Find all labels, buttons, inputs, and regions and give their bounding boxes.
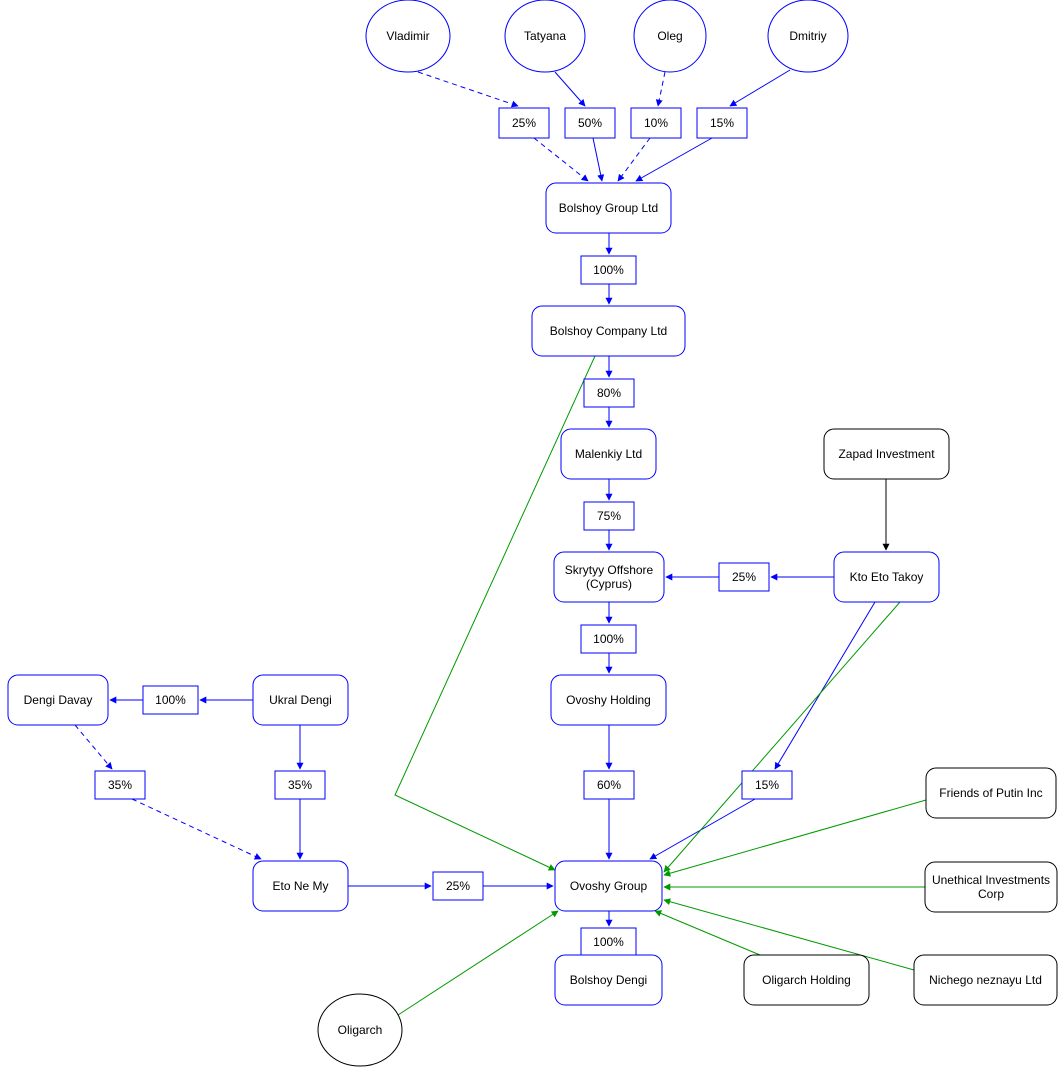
node-label-ovoshy_holding: Ovoshy Holding: [566, 693, 651, 707]
node-label-oleg: Oleg: [657, 29, 682, 43]
pct-label-p50: 50%: [578, 116, 602, 130]
edge-oligarch_holding-to-ovoshy_group: [655, 911, 760, 955]
edge-friends_putin-to-ovoshy_group: [664, 800, 926, 875]
edge-tatyana-to-p50: [555, 72, 585, 106]
pct-label-p25a: 25%: [512, 116, 536, 130]
edge-oligarch-to-ovoshy_group: [398, 911, 558, 1015]
pct-label-p25b: 25%: [732, 570, 756, 584]
node-label-vladimir: Vladimir: [386, 29, 429, 43]
node-label-skrytyy-l1: (Cyprus): [586, 577, 632, 591]
edge-kto_eto_takoy-to-ovoshy_group: [664, 602, 900, 872]
pct-label-p100d: 100%: [593, 935, 624, 949]
node-label-ovoshy_group: Ovoshy Group: [570, 879, 648, 893]
edge-p10-to-bolshoy_group: [618, 138, 650, 181]
pct-label-p35b: 35%: [288, 778, 312, 792]
node-label-eto_ne_my: Eto Ne My: [272, 879, 328, 893]
edge-kto_eto_takoy-to-p15b: [775, 602, 875, 769]
edge-dmitriy-to-p15a: [730, 70, 790, 106]
pct-label-p75: 75%: [597, 509, 621, 523]
edge-dengi_davay-to-p35a: [75, 725, 112, 769]
edge-p25a-to-bolshoy_group: [534, 138, 588, 181]
pct-label-p100a: 100%: [593, 263, 624, 277]
node-label-friends_putin: Friends of Putin Inc: [939, 786, 1042, 800]
pct-label-p15a: 15%: [710, 116, 734, 130]
edge-p35a-to-eto_ne_my: [132, 799, 261, 859]
pct-label-p100b: 100%: [593, 632, 624, 646]
pct-label-p100c: 100%: [155, 693, 186, 707]
node-label-malenkiy: Malenkiy Ltd: [575, 447, 642, 461]
node-label-ukral_dengi: Ukral Dengi: [269, 693, 332, 707]
node-label-oligarch: Oligarch: [338, 1023, 383, 1037]
node-label-dengi_davay: Dengi Davay: [24, 693, 93, 707]
node-label-nichego: Nichego neznayu Ltd: [929, 973, 1042, 987]
node-label-kto_eto_takoy: Kto Eto Takoy: [850, 570, 924, 584]
node-label-oligarch_holding: Oligarch Holding: [762, 973, 851, 987]
pct-layer: 25% 50% 10% 15% 100% 80% 75% 25% 100% 100% 60% 35% 3…: [95, 108, 792, 956]
pct-label-p25c: 25%: [446, 879, 470, 893]
pct-label-p60: 60%: [597, 778, 621, 792]
edges-layer: [75, 70, 926, 1015]
pct-label-p10: 10%: [644, 116, 668, 130]
node-label-zapad: Zapad Investment: [838, 447, 935, 461]
node-label-dmitriy: Dmitriy: [789, 29, 826, 43]
node-label-tatyana: Tatyana: [524, 29, 566, 43]
pct-label-p15b: 15%: [755, 778, 779, 792]
edge-vladimir-to-p25a: [418, 72, 518, 106]
pct-label-p35a: 35%: [108, 778, 132, 792]
node-label-unethical-l0: Unethical Investments: [932, 873, 1050, 887]
edge-p50-to-bolshoy_group: [593, 138, 602, 181]
node-label-bolshoy_company: Bolshoy Company Ltd: [550, 324, 667, 338]
edge-oleg-to-p10: [658, 72, 665, 106]
node-label-unethical-l1: Corp: [978, 887, 1004, 901]
node-label-skrytyy-l0: Skrytyy Offshore: [565, 563, 654, 577]
nodes-layer: Vladimir Tatyana Oleg Dmitriy Oligarch Bolsho…: [8, 0, 1057, 1066]
node-label-bolshoy_group: Bolshoy Group Ltd: [559, 201, 658, 215]
edge-p15a-to-bolshoy_group: [636, 138, 712, 181]
pct-label-p80: 80%: [597, 386, 621, 400]
edge-p15b-to-ovoshy_group: [650, 799, 755, 859]
node-label-bolshoy_dengi: Bolshoy Dengi: [570, 973, 647, 987]
